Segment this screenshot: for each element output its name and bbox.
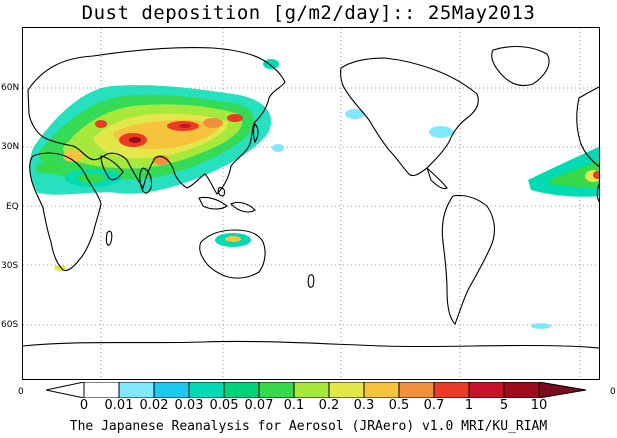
credit-line: The Japanese Reanalysis for Aerosol (JRA…	[69, 419, 548, 434]
lat-label-60s: 60S	[1, 320, 19, 330]
colorbar-tick-label: 5	[499, 398, 509, 413]
colorbar-bin	[433, 382, 470, 398]
dust-deposition-field	[29, 59, 599, 329]
colorbar-under-triangle	[46, 382, 85, 398]
colorbar-bin	[398, 382, 435, 398]
colorbar-bin	[83, 382, 120, 398]
colorbar-bin	[118, 382, 155, 398]
lat-label-60n: 60N	[1, 83, 20, 93]
colorbar-bin	[258, 382, 295, 398]
colorbar-tick-label: 0.5	[388, 398, 410, 413]
lat-label-eq: EQ	[6, 202, 19, 212]
colorbar-tick-label: 0.07	[244, 398, 274, 413]
colorbar-left-edge-label: 0	[18, 387, 24, 397]
colorbar-tick-label: 0.05	[209, 398, 239, 413]
world-map-svg	[23, 28, 599, 379]
colorbar-tick-label: 0	[79, 398, 89, 413]
colorbar-bin	[363, 382, 400, 398]
colorbar-right-edge-label: 0	[610, 387, 616, 397]
colorbar-bin	[503, 382, 540, 398]
colorbar-tick-label: 0.3	[353, 398, 375, 413]
colorbar-bin	[468, 382, 505, 398]
colorbar-bin	[223, 382, 260, 398]
colorbar-tick-label: 0.7	[423, 398, 445, 413]
dust-map	[22, 27, 600, 380]
colorbar-tick-label: 0.03	[174, 398, 204, 413]
colorbar-tick-label: 10	[530, 398, 548, 413]
colorbar-tick-label: 0.02	[139, 398, 169, 413]
colorbar-tick-label: 0.2	[318, 398, 340, 413]
graticule	[23, 28, 599, 379]
colorbar-bin	[328, 382, 365, 398]
colorbar	[46, 382, 587, 398]
coastlines	[23, 45, 599, 349]
colorbar-tick-label: 0.1	[283, 398, 305, 413]
lat-label-30s: 30S	[1, 261, 19, 271]
lat-label-30n: 30N	[1, 142, 20, 152]
colorbar-bin	[153, 382, 190, 398]
colorbar-over-triangle	[538, 382, 587, 398]
map-title: Dust deposition [g/m2/day]:: 25May2013	[81, 2, 536, 24]
colorbar-bin	[293, 382, 330, 398]
colorbar-tick-label: 1	[464, 398, 474, 413]
colorbar-tick-label: 0.01	[104, 398, 134, 413]
colorbar-bin	[188, 382, 225, 398]
